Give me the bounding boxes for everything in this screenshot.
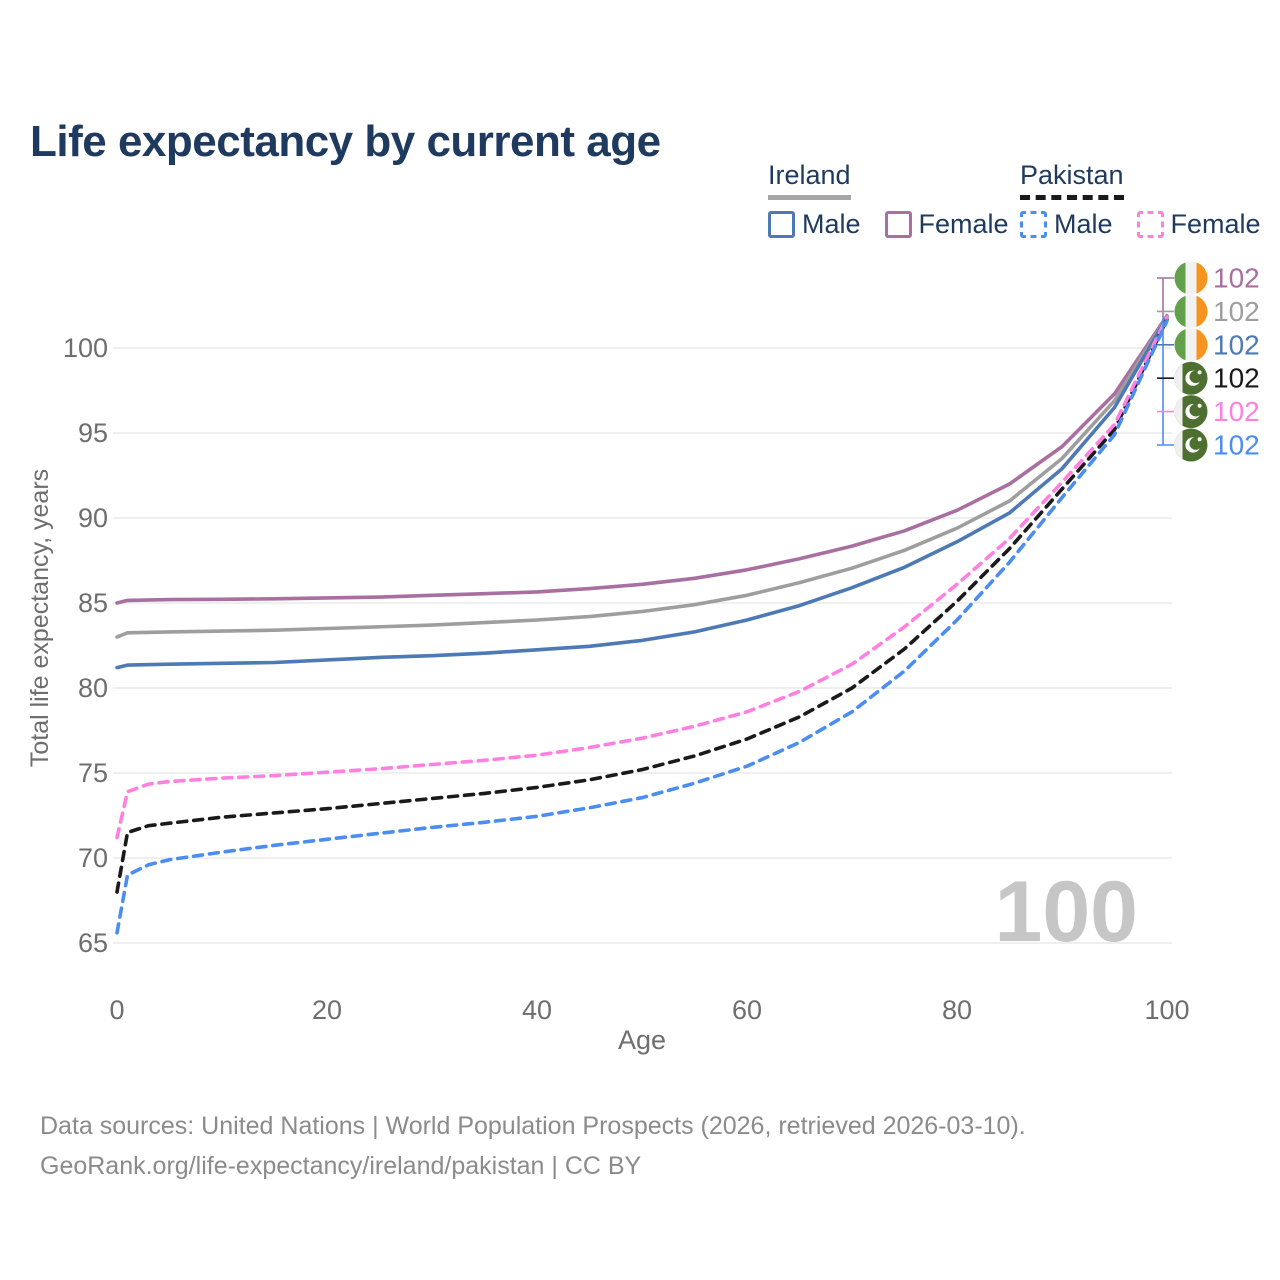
legend-item-pakistan-male[interactable]: Male xyxy=(1020,209,1113,240)
legend-label-pakistan-female: Female xyxy=(1170,209,1261,239)
legend-group-title-ireland: Ireland xyxy=(768,160,851,200)
y-tick-75: 75 xyxy=(78,758,108,788)
legend-swatch-ireland-female xyxy=(884,211,912,238)
legend-group-pakistan: Pakistan Male Female xyxy=(1020,160,1261,240)
y-tick-95: 95 xyxy=(78,418,108,448)
legend-label-pakistan-male: Male xyxy=(1054,209,1113,239)
footer-data-sources: Data sources: United Nations | World Pop… xyxy=(40,1112,1026,1140)
watermark-age: 100 xyxy=(995,864,1139,960)
legend: Ireland Male Female Pakistan Male Female xyxy=(0,160,1280,240)
flag-ireland-icon xyxy=(1174,294,1208,328)
legend-swatch-ireland-male xyxy=(768,211,795,238)
footer: Data sources: United Nations | World Pop… xyxy=(40,1106,1026,1186)
gridlines: 65 70 75 80 85 90 95 100 0 20 40 60 80 100 xyxy=(63,333,1190,1025)
x-tick-60: 60 xyxy=(732,995,762,1025)
series-line-ireland-female[interactable] xyxy=(115,313,1169,605)
end-value-label-ireland-female[interactable]: 102 xyxy=(1213,263,1260,294)
legend-item-pakistan-female[interactable]: Female xyxy=(1136,209,1261,240)
legend-swatch-pakistan-male xyxy=(1020,211,1047,238)
series-line-pakistan-female[interactable] xyxy=(115,315,1169,840)
x-tick-40: 40 xyxy=(522,995,552,1025)
end-value-label-pakistan-female[interactable]: 102 xyxy=(1213,396,1260,427)
end-label-connectors xyxy=(1157,277,1174,446)
end-value-label-ireland[interactable]: 102 xyxy=(1213,296,1260,327)
x-tick-80: 80 xyxy=(942,995,972,1025)
flag-pakistan-icon xyxy=(1174,361,1208,395)
series-line-pakistan[interactable] xyxy=(115,317,1169,894)
y-tick-65: 65 xyxy=(78,928,108,958)
flag-pakistan-icon xyxy=(1174,428,1208,462)
legend-swatch-pakistan-female xyxy=(1136,211,1164,238)
flag-ireland-icon xyxy=(1174,328,1208,362)
legend-item-ireland-male[interactable]: Male xyxy=(768,209,861,240)
series-line-ireland[interactable] xyxy=(115,314,1169,639)
legend-group-ireland: Ireland Male Female xyxy=(768,160,1009,240)
flag-ireland-icon xyxy=(1174,261,1208,295)
x-tick-20: 20 xyxy=(312,995,342,1025)
end-value-label-pakistan-male[interactable]: 102 xyxy=(1213,430,1260,461)
end-value-label-pakistan[interactable]: 102 xyxy=(1213,363,1260,394)
legend-group-title-pakistan: Pakistan xyxy=(1020,160,1124,200)
legend-label-ireland-male: Male xyxy=(802,209,861,239)
chart-canvas: 65 70 75 80 85 90 95 100 0 20 40 60 80 100 Age Total li… xyxy=(26,261,1260,1055)
y-tick-90: 90 xyxy=(78,503,108,533)
y-axis-label: Total life expectancy, years xyxy=(26,469,54,767)
x-axis-label: Age xyxy=(618,1025,666,1055)
flag-pakistan-icon xyxy=(1174,395,1208,429)
y-tick-85: 85 xyxy=(78,588,108,618)
legend-label-ireland-female: Female xyxy=(918,209,1009,239)
legend-item-ireland-female[interactable]: Female xyxy=(884,209,1009,240)
page-title: Life expectancy by current age xyxy=(30,117,661,167)
x-tick-0: 0 xyxy=(109,995,124,1025)
end-value-label-ireland-male[interactable]: 102 xyxy=(1213,329,1260,360)
series-line-pakistan-male[interactable] xyxy=(115,318,1169,935)
series-line-ireland-male[interactable] xyxy=(115,315,1169,670)
x-tick-100: 100 xyxy=(1144,995,1189,1025)
footer-attribution: GeoRank.org/life-expectancy/ireland/paki… xyxy=(40,1152,642,1180)
y-tick-100: 100 xyxy=(63,333,108,363)
y-tick-70: 70 xyxy=(78,843,108,873)
y-tick-80: 80 xyxy=(78,673,108,703)
